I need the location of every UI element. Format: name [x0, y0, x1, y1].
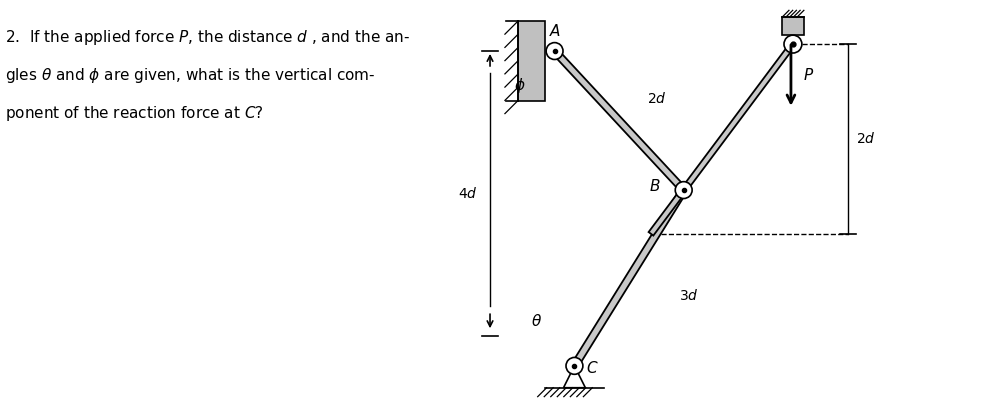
Circle shape — [545, 43, 562, 60]
Bar — [518, 21, 544, 101]
Text: ponent of the reaction force at $C$?: ponent of the reaction force at $C$? — [5, 104, 264, 123]
Circle shape — [783, 35, 801, 53]
Text: $P$: $P$ — [802, 67, 813, 83]
Text: gles $\theta$ and $\phi$ are given, what is the vertical com-: gles $\theta$ and $\phi$ are given, what… — [5, 66, 376, 85]
Polygon shape — [648, 188, 685, 236]
Polygon shape — [551, 49, 685, 192]
Text: $2d$: $2d$ — [647, 91, 667, 106]
Text: $4d$: $4d$ — [458, 186, 477, 201]
Polygon shape — [563, 366, 585, 388]
Text: $C$: $C$ — [586, 360, 599, 376]
Text: $3d$: $3d$ — [678, 288, 698, 303]
Circle shape — [674, 182, 691, 198]
Text: $A$: $A$ — [549, 23, 561, 39]
Text: $\phi$: $\phi$ — [514, 76, 526, 95]
Polygon shape — [680, 43, 795, 192]
Polygon shape — [571, 188, 686, 368]
Text: $B$: $B$ — [648, 178, 660, 194]
Text: $2d$: $2d$ — [855, 132, 875, 147]
Bar — [781, 17, 803, 35]
Text: $\theta$: $\theta$ — [530, 313, 541, 329]
Circle shape — [565, 358, 583, 374]
Text: 2.  If the applied force $P$, the distance $d$ , and the an-: 2. If the applied force $P$, the distanc… — [5, 28, 410, 47]
